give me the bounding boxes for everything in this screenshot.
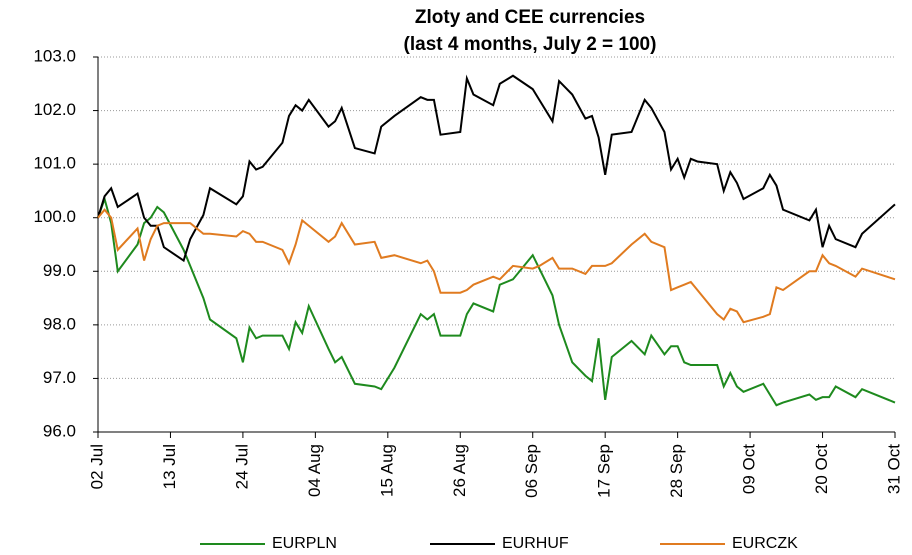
chart-subtitle: (last 4 months, July 2 = 100) bbox=[404, 34, 657, 55]
y-tick-label: 102.0 bbox=[33, 100, 76, 119]
x-tick-label: 26 Aug bbox=[450, 444, 469, 497]
y-tick-label: 100.0 bbox=[33, 207, 76, 226]
x-tick-label: 02 Jul bbox=[87, 444, 106, 489]
x-tick-label: 15 Aug bbox=[377, 444, 396, 497]
x-tick-label: 20 Oct bbox=[812, 444, 831, 494]
y-tick-label: 103.0 bbox=[33, 46, 76, 65]
x-tick-label: 31 Oct bbox=[884, 444, 903, 494]
legend-label: EURHUF bbox=[502, 535, 569, 552]
legend-label: EURPLN bbox=[272, 535, 337, 552]
x-tick-label: 17 Sep bbox=[595, 444, 614, 498]
y-tick-label: 96.0 bbox=[43, 421, 76, 440]
x-tick-label: 09 Oct bbox=[740, 444, 759, 494]
x-tick-label: 04 Aug bbox=[305, 444, 324, 497]
chart-title: Zloty and CEE currencies bbox=[415, 7, 645, 28]
y-tick-label: 98.0 bbox=[43, 314, 76, 333]
legend-label: EURCZK bbox=[732, 535, 798, 552]
line-series bbox=[97, 195, 896, 407]
y-tick-label: 101.0 bbox=[33, 154, 76, 173]
line-series bbox=[97, 74, 896, 263]
y-tick-label: 97.0 bbox=[43, 368, 76, 387]
y-tick-label: 99.0 bbox=[43, 261, 76, 280]
line-series bbox=[97, 208, 896, 324]
x-tick-label: 06 Sep bbox=[522, 444, 541, 498]
x-tick-label: 13 Jul bbox=[160, 444, 179, 489]
x-tick-label: 28 Sep bbox=[667, 444, 686, 498]
x-tick-label: 24 Jul bbox=[232, 444, 251, 489]
